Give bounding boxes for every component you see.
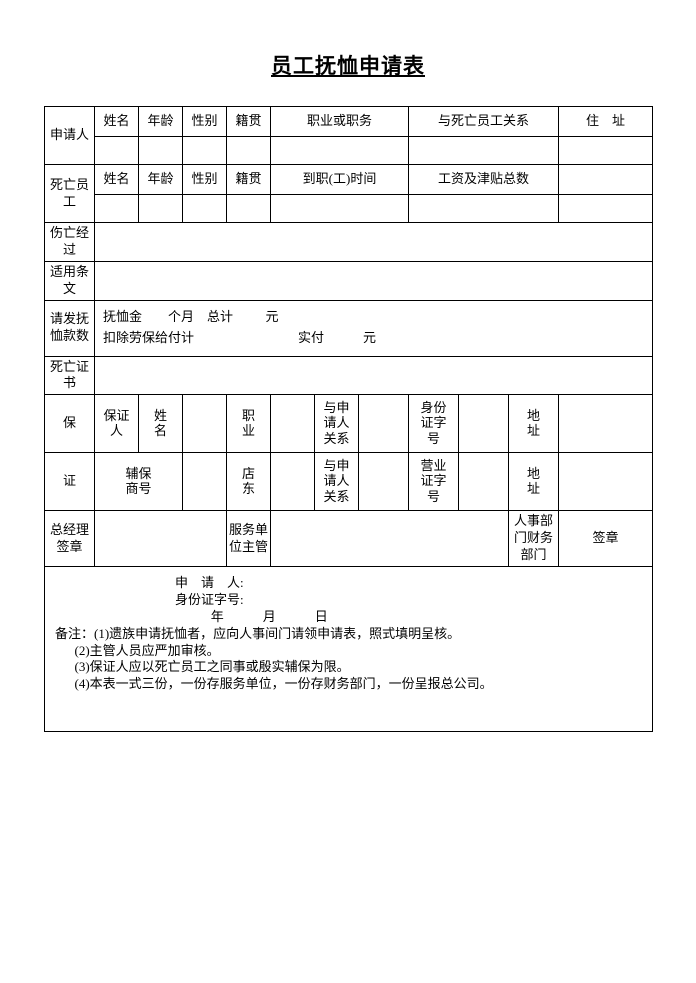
deceased-val-sex [183,195,227,223]
g1-c5: 身份证字号 [409,395,459,453]
guarantee-label-top: 保 [45,395,95,453]
g1-c2: 姓名 [139,395,183,453]
notes-4: (4)本表一式三份，一份存服务单位，一份存财务部门，一份呈报总公司。 [75,676,493,691]
deceased-label: 死亡员工 [45,165,95,223]
deceased-col-name: 姓名 [95,165,139,195]
applicant-col-origin: 籍贯 [227,107,271,137]
notes-3: (3)保证人应以死亡员工之同事或殷实辅保为限。 [75,659,350,674]
payment-line2-c: 元 [363,330,376,345]
sign-gm-space [95,511,227,567]
notes-1: (1)遗族申请抚恤者，应向人事间门请领申请表，照式填明呈核。 [94,626,460,641]
g2-c2: 店东 [227,453,271,511]
deceased-val-start [271,195,409,223]
payment-line1-a: 抚恤金 [103,309,142,324]
applicant-col-name: 姓名 [95,107,139,137]
payment-line1-b: 个月 总计 [168,309,233,324]
cert-content [95,356,653,395]
deceased-val-blank [559,195,653,223]
deceased-col-wage: 工资及津贴总数 [409,165,559,195]
applicant-col-age: 年龄 [139,107,183,137]
g2-v3 [359,453,409,511]
applicant-label: 申请人 [45,107,95,165]
g1-c4: 与申请人关系 [315,395,359,453]
process-content [95,223,653,262]
applicant-val-occupation [271,137,409,165]
cert-label: 死亡证书 [45,356,95,395]
g2-v2 [271,453,315,511]
notes-id-label: 身份证字号: [175,592,244,607]
deceased-col-origin: 籍贯 [227,165,271,195]
deceased-val-name [95,195,139,223]
g1-v1 [183,395,227,453]
page: 员工抚恤申请表 申请人 姓名 年龄 性别 籍贯 职业或职务 与死亡员工关系 [0,0,696,983]
applicant-col-relation: 与死亡员工关系 [409,107,559,137]
g2-c3: 与申请人关系 [315,453,359,511]
g1-c1: 保证人 [95,395,139,453]
g2-c1: 辅保商号 [95,453,183,511]
sign-gm: 总经理签章 [45,511,95,567]
applicant-val-name [95,137,139,165]
article-content [95,261,653,300]
g1-c6: 地址 [509,395,559,453]
g2-c4: 营业证字号 [409,453,459,511]
article-label: 适用条文 [45,261,95,300]
sign-svc-space [271,511,509,567]
deceased-val-age [139,195,183,223]
applicant-val-age [139,137,183,165]
deceased-val-wage [409,195,559,223]
g1-v5 [559,395,653,453]
deceased-col-age: 年龄 [139,165,183,195]
applicant-col-occupation: 职业或职务 [271,107,409,137]
g1-v4 [459,395,509,453]
g1-c3: 职业 [227,395,271,453]
g2-v4 [459,453,509,511]
sign-hr: 人事部门财务部门 [509,511,559,567]
applicant-val-relation [409,137,559,165]
payment-line2-b: 实付 [298,330,324,345]
sign-seal: 签章 [559,511,653,567]
g2-v1 [183,453,227,511]
applicant-val-address [559,137,653,165]
notes-date: 年 月 日 [211,609,328,624]
notes-cell: 申 请 人: 身份证字号: 年 月 日 备注：(1)遗族申请抚恤者，应向人事间门… [45,567,653,732]
g1-v3 [359,395,409,453]
g1-v2 [271,395,315,453]
payment-line2-a: 扣除劳保给付计 [103,330,194,345]
guarantee-label-bottom: 证 [45,453,95,511]
sign-svc: 服务单位主管 [227,511,271,567]
payment-content: 抚恤金 个月 总计 元 扣除劳保给付计 实付 元 [95,300,653,356]
notes-2: (2)主管人员应严加审核。 [75,643,220,658]
notes-applicant-label: 申 请 人: [175,575,244,590]
applicant-val-sex [183,137,227,165]
g2-v5 [559,453,653,511]
deceased-col-start: 到职(工)时间 [271,165,409,195]
payment-label: 请发抚恤款数 [45,300,95,356]
applicant-val-origin [227,137,271,165]
form-table: 申请人 姓名 年龄 性别 籍贯 职业或职务 与死亡员工关系 住 址 死亡员工 姓… [44,106,653,732]
notes-prefix: 备注： [55,626,94,641]
deceased-val-origin [227,195,271,223]
deceased-col-blank [559,165,653,195]
applicant-col-sex: 性别 [183,107,227,137]
applicant-col-address: 住 址 [559,107,653,137]
form-title: 员工抚恤申请表 [44,50,652,80]
process-label: 伤亡经过 [45,223,95,262]
deceased-col-sex: 性别 [183,165,227,195]
g2-c5: 地址 [509,453,559,511]
payment-line1-c: 元 [266,309,279,324]
